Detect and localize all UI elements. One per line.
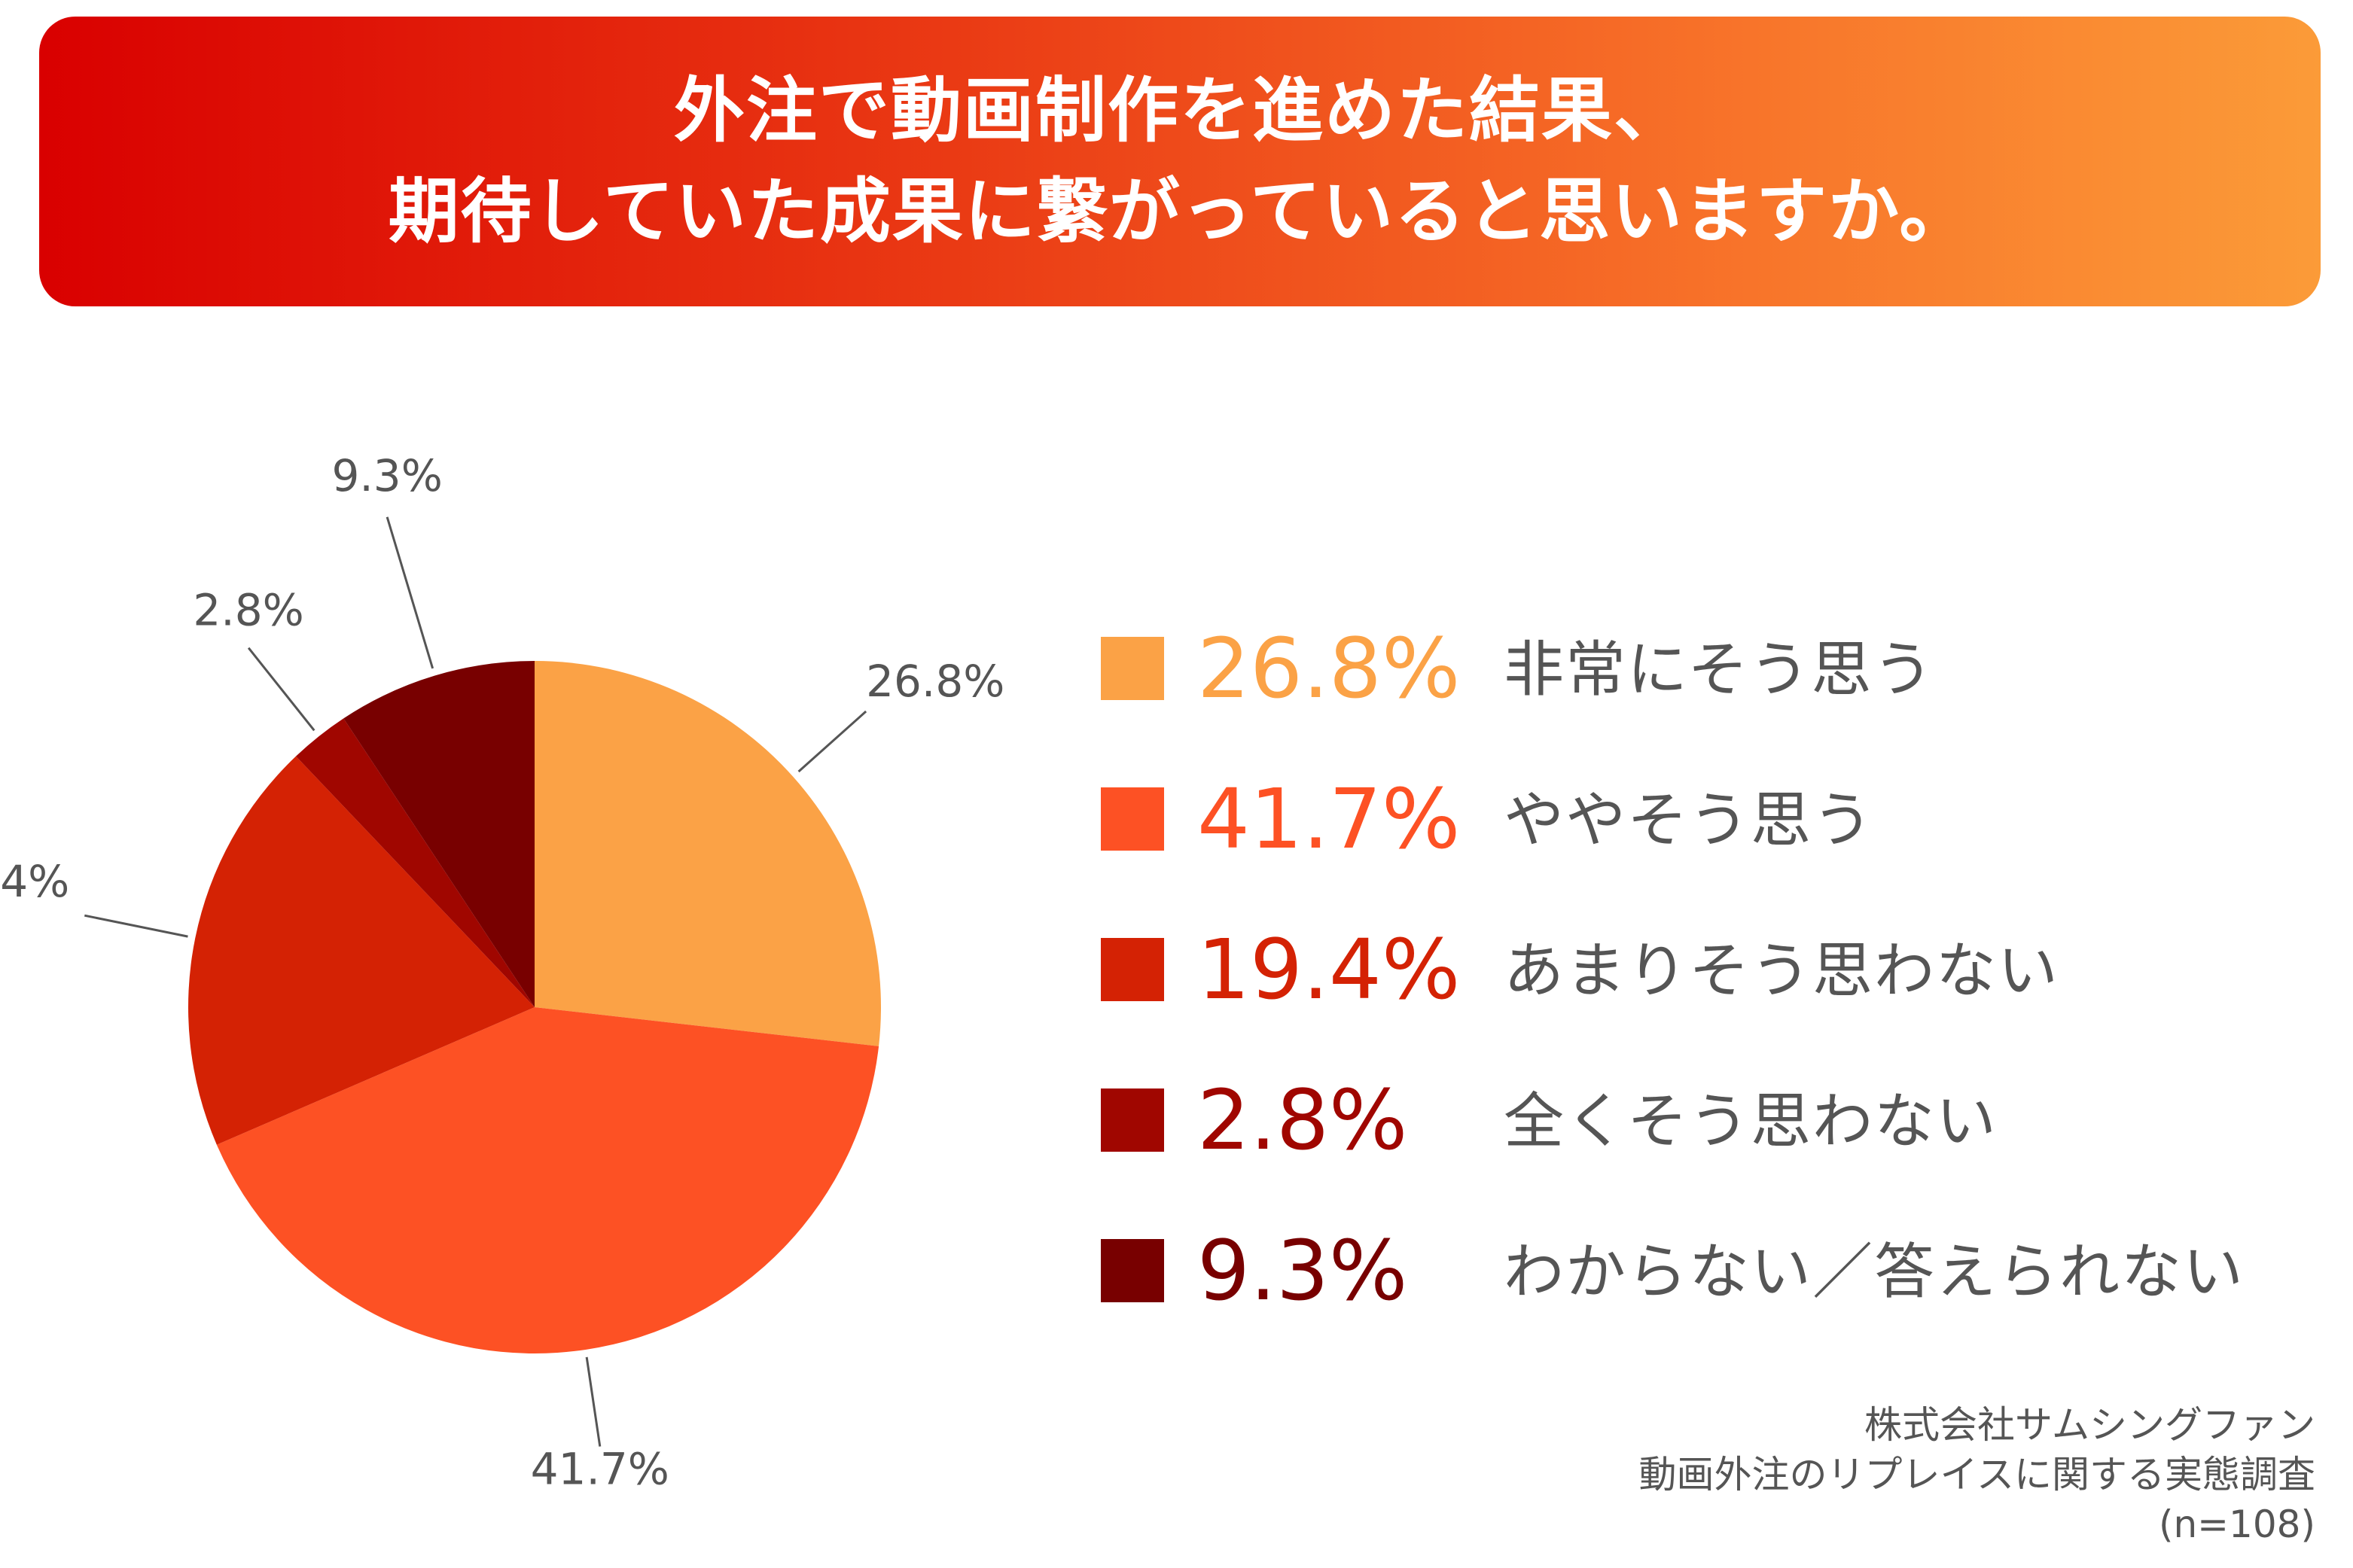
pie-slice [296,718,535,1007]
source-survey-name: 動画外注のリプレイスに関する実態調査 [1638,1453,2316,1496]
pie-slice [343,661,535,1007]
callout-line [247,647,315,732]
header-banner: 外注で動画制作を進めた結果、 期待していた成果に繋がっていると思いますか。 [39,17,2321,306]
pie-slice [535,661,881,1046]
pie-slice [187,756,535,1145]
legend-swatch [1101,938,1164,1001]
legend-swatch [1101,1239,1164,1302]
pie-slice [216,1007,879,1353]
legend-percentage: 41.7% [1197,771,1461,867]
callout-line [585,1356,602,1447]
legend-label: 非常にそう思う [1504,635,1935,705]
title-line-1: 外注で動画制作を進めた結果、 [673,70,1686,153]
callout-line [386,516,434,669]
slice-data-label: 41.7% [531,1444,669,1495]
callout-line [84,914,188,938]
legend-label: わからない／答えられない [1504,1237,2245,1307]
source-company: 株式会社サムシングファン [1864,1403,2315,1447]
source-sample-size: (n=108) [2158,1503,2315,1546]
legend-label: あまりそう思わない [1504,936,2059,1006]
legend-percentage: 2.8% [1197,1072,1408,1168]
slice-data-label: 26.8% [866,656,1004,707]
legend-swatch [1101,1088,1164,1152]
legend-percentage: 26.8% [1197,620,1461,717]
callout-line [797,710,867,773]
legend-percentage: 9.3% [1197,1222,1408,1319]
slice-data-label: 2.8% [193,585,303,636]
title-line-2: 期待していた成果に繋がっていると思いますか。 [388,170,1972,253]
pie-chart: 26.8% 41.7% 19.4% 2.8% 9.3% [0,450,1004,1495]
legend-percentage: 19.4% [1197,921,1461,1018]
legend-label: 全くそう思わない [1504,1086,1998,1156]
legend-label: ややそう思う [1504,785,1874,855]
legend-swatch [1101,787,1164,851]
slice-data-label: 19.4% [0,856,69,907]
source-note: 株式会社サムシングファン 動画外注のリプレイスに関する実態調査 (n=108) [1639,1400,2316,1549]
slice-data-label: 9.3% [331,450,442,501]
legend-swatch [1101,637,1164,700]
